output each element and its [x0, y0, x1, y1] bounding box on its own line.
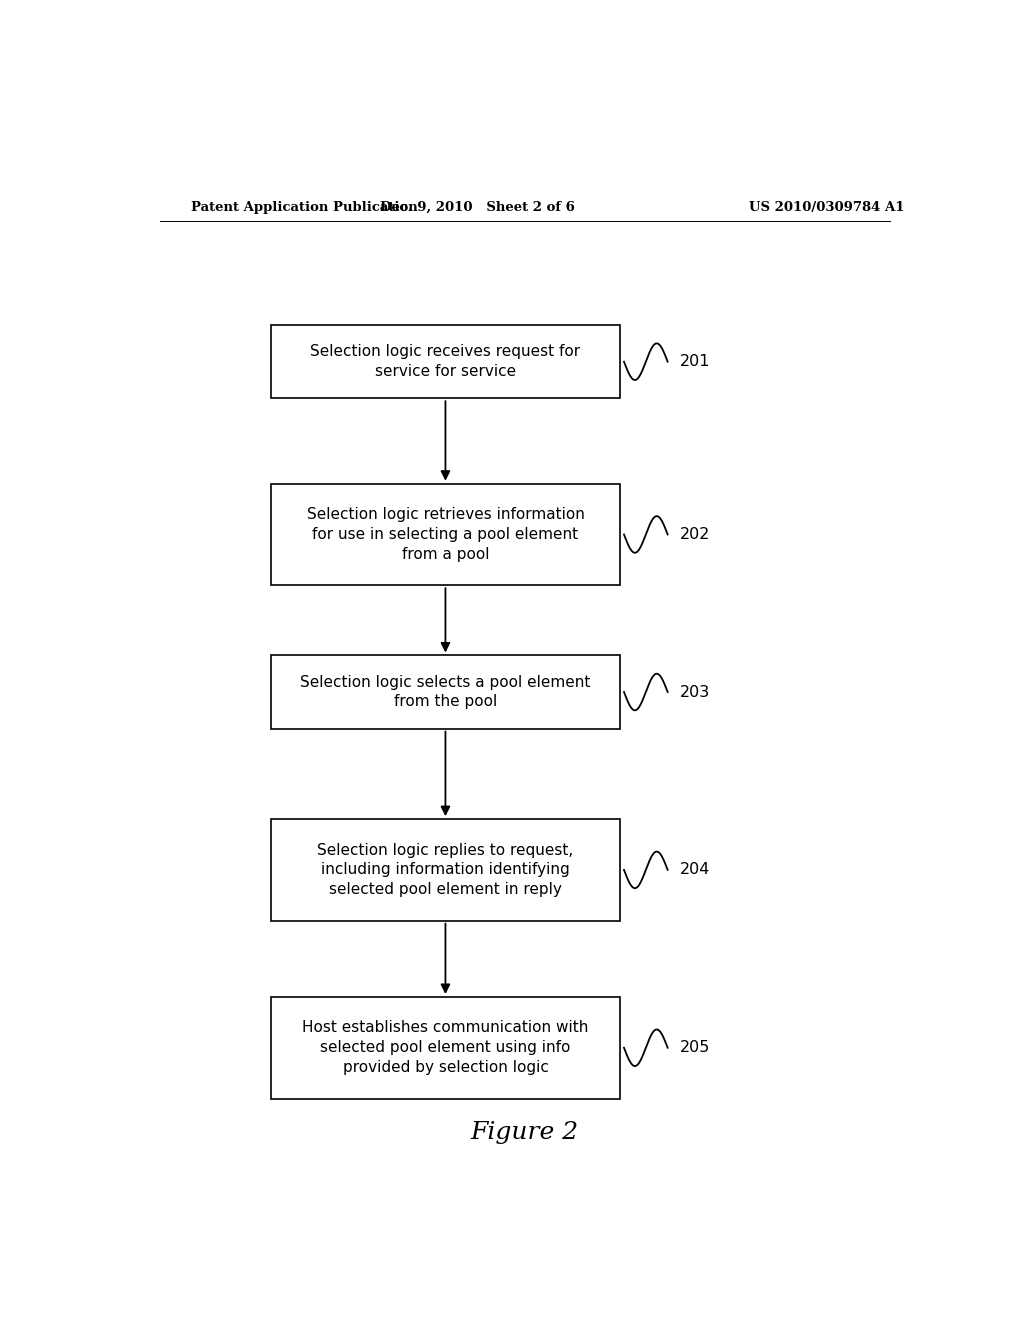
Text: Selection logic replies to request,
including information identifying
selected p: Selection logic replies to request, incl… [317, 842, 573, 898]
Text: 202: 202 [680, 527, 710, 543]
Text: 205: 205 [680, 1040, 710, 1055]
FancyBboxPatch shape [270, 818, 620, 921]
Text: Selection logic selects a pool element
from the pool: Selection logic selects a pool element f… [300, 675, 591, 709]
Text: Selection logic retrieves information
for use in selecting a pool element
from a: Selection logic retrieves information fo… [306, 507, 585, 562]
FancyBboxPatch shape [270, 483, 620, 585]
Text: Patent Application Publication: Patent Application Publication [191, 201, 418, 214]
FancyBboxPatch shape [270, 656, 620, 729]
Text: 204: 204 [680, 862, 710, 878]
Text: Host establishes communication with
selected pool element using info
provided by: Host establishes communication with sele… [302, 1020, 589, 1074]
Text: US 2010/0309784 A1: US 2010/0309784 A1 [749, 201, 904, 214]
FancyBboxPatch shape [270, 325, 620, 399]
Text: 201: 201 [680, 354, 710, 370]
Text: 203: 203 [680, 685, 710, 700]
Text: Figure 2: Figure 2 [471, 1121, 579, 1143]
Text: Selection logic receives request for
service for service: Selection logic receives request for ser… [310, 345, 581, 379]
Text: Dec. 9, 2010   Sheet 2 of 6: Dec. 9, 2010 Sheet 2 of 6 [380, 201, 574, 214]
FancyBboxPatch shape [270, 997, 620, 1098]
